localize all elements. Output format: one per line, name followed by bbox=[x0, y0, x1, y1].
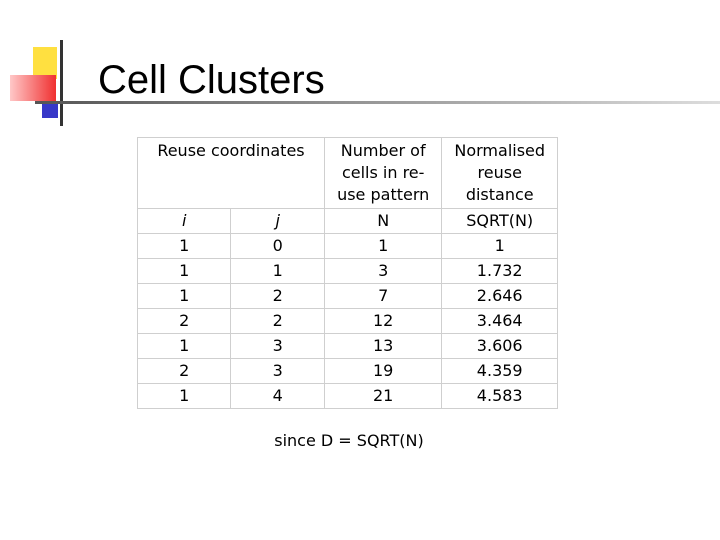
data-cell: 1 bbox=[441, 233, 558, 259]
data-cell: 0 bbox=[230, 233, 325, 259]
data-cell: 19 bbox=[323, 358, 443, 384]
data-cell: 2 bbox=[230, 283, 325, 309]
subheader-row: i j N SQRT(N) bbox=[136, 208, 558, 234]
data-cell: 3.464 bbox=[441, 308, 558, 334]
data-cell: 2 bbox=[230, 308, 325, 334]
yellow-square bbox=[33, 47, 57, 79]
data-cell: 1 bbox=[136, 233, 232, 259]
decoration bbox=[10, 40, 720, 126]
data-cell: 1 bbox=[136, 258, 232, 284]
data-row: 1 4 21 4.583 bbox=[136, 383, 558, 409]
data-cell: 3 bbox=[230, 358, 325, 384]
data-cell: 3 bbox=[323, 258, 443, 284]
data-row: 1 1 3 1.732 bbox=[136, 258, 558, 284]
subheader-cell: N bbox=[323, 208, 443, 234]
data-row: 1 2 7 2.646 bbox=[136, 283, 558, 309]
data-cell: 7 bbox=[323, 283, 443, 309]
data-cell: 21 bbox=[323, 383, 443, 409]
data-cell: 1 bbox=[136, 283, 232, 309]
subheader-cell: i bbox=[136, 208, 232, 234]
data-cell: 4.359 bbox=[441, 358, 558, 384]
red-square bbox=[10, 75, 56, 101]
data-cell: 13 bbox=[323, 333, 443, 359]
horizontal-rule bbox=[35, 101, 720, 104]
table-body: Reuse coordinates Number of cells in re-us… bbox=[136, 137, 558, 409]
data-cell: 1 bbox=[230, 258, 325, 284]
data-cell: 1.732 bbox=[441, 258, 558, 284]
data-row: 2 2 12 3.464 bbox=[136, 308, 558, 334]
data-cell: 1 bbox=[136, 333, 232, 359]
data-cell: 12 bbox=[323, 308, 443, 334]
slide-title: Cell Clusters bbox=[98, 58, 325, 102]
header-text: Reuse coordinates bbox=[157, 141, 305, 160]
data-cell: 1 bbox=[136, 383, 232, 409]
caption: since D = SQRT(N) bbox=[274, 431, 424, 450]
header-text: distance bbox=[465, 185, 534, 204]
table: Reuse coordinates Number of cells in re-us… bbox=[136, 137, 558, 409]
subheader-cell: SQRT(N) bbox=[441, 208, 558, 234]
header-text: reuse bbox=[477, 163, 522, 182]
data-cell: 2.646 bbox=[441, 283, 558, 309]
blue-square bbox=[42, 101, 58, 118]
data-cell: 4 bbox=[230, 383, 325, 409]
header-text: Number of bbox=[340, 141, 426, 160]
header-text: use pattern bbox=[337, 185, 430, 204]
header-cell: Normalised reuse distance bbox=[441, 137, 558, 209]
header-text: Normalised bbox=[454, 141, 546, 160]
header-cell: Reuse coordinates bbox=[137, 137, 325, 209]
subheader-cell: j bbox=[230, 208, 325, 234]
vertical-rule bbox=[60, 40, 63, 126]
data-cell: 2 bbox=[136, 358, 232, 384]
data-row: 1 3 13 3.606 bbox=[136, 333, 558, 359]
data-cell: 2 bbox=[136, 308, 232, 334]
header-text: cells in re- bbox=[341, 163, 425, 182]
header-cell: Number of cells in re-use pattern bbox=[323, 137, 443, 209]
data-cell: 3.606 bbox=[441, 333, 558, 359]
data-row: 2 3 19 4.359 bbox=[136, 358, 558, 384]
data-cell: 4.583 bbox=[441, 383, 558, 409]
data-cell: 1 bbox=[323, 233, 443, 259]
data-cell: 3 bbox=[230, 333, 325, 359]
header-row: Reuse coordinates Number of cells in re-us… bbox=[137, 137, 558, 209]
